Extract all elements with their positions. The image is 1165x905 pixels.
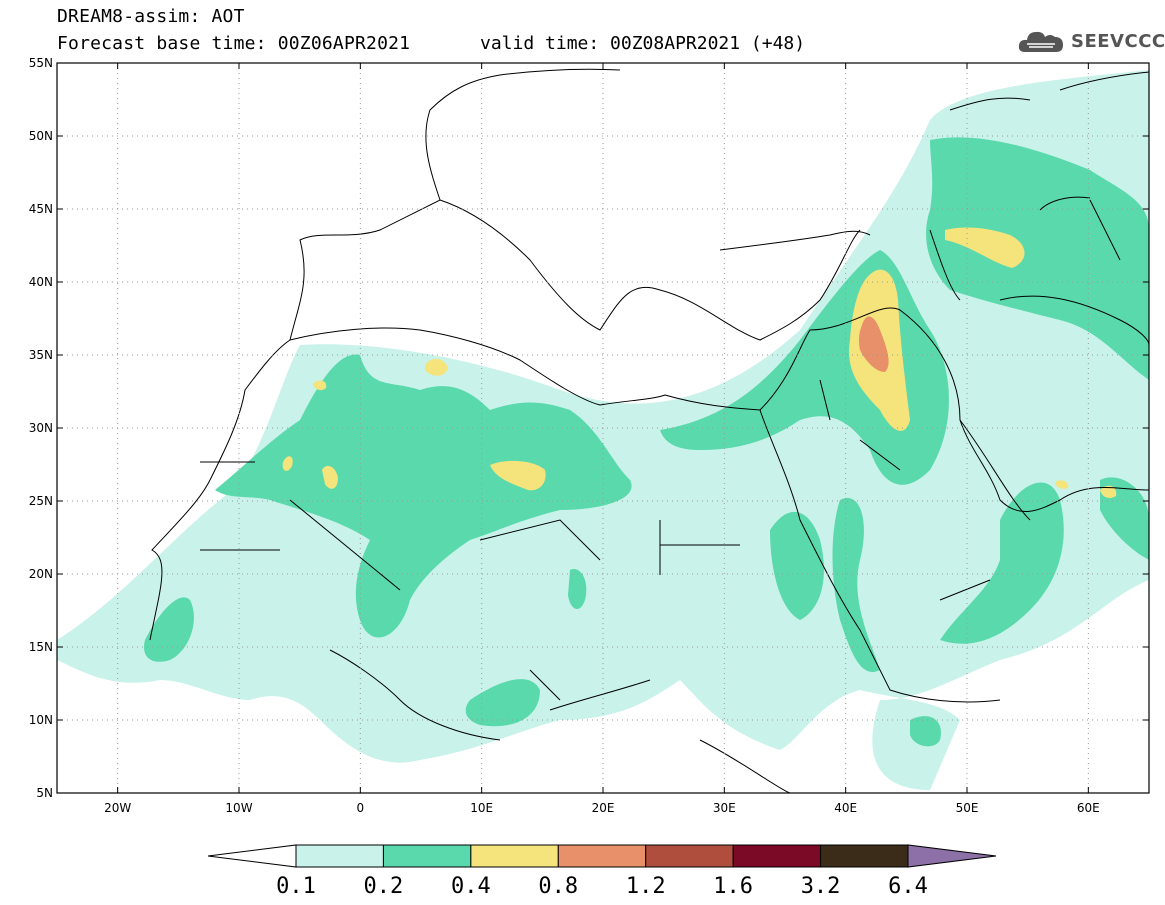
colorbar-swatch-1.6	[732, 844, 822, 868]
lon-label-30E: 30E	[713, 801, 736, 815]
lat-label-45N: 45N	[29, 202, 53, 216]
colorbar-min-arrow	[207, 844, 297, 868]
colorbar-swatch-0.4	[470, 844, 559, 868]
colorbar-swatch-0.1	[295, 844, 384, 868]
logo-text: SEEVCCC	[1071, 30, 1165, 52]
aot-colorbar: 0.1 0.2 0.4 0.8 1.2 1.6 3.2 6.4	[207, 844, 997, 899]
coastlines	[149, 68, 1149, 793]
lon-label-60E: 60E	[1077, 801, 1100, 815]
aot-level-0.8	[858, 316, 889, 372]
lat-label-55N: 55N	[29, 56, 53, 70]
lat-label-25N: 25N	[29, 494, 53, 508]
map-title: DREAM8-assim: AOT	[57, 6, 245, 27]
colorbar-label-1.2: 1.2	[626, 874, 666, 899]
longitude-axis: 20W 10W 0 10E 20E 30E 40E 50E 60E	[104, 63, 1100, 815]
colorbar-swatch-0.8	[557, 844, 647, 868]
lon-label-40E: 40E	[834, 801, 857, 815]
lon-label-20E: 20E	[592, 801, 615, 815]
colorbar-label-3.2: 3.2	[801, 874, 841, 899]
lon-label-50E: 50E	[956, 801, 979, 815]
lon-label-20W: 20W	[104, 801, 131, 815]
aot-field	[57, 70, 1149, 790]
lat-label-5N: 5N	[36, 786, 53, 800]
seevccc-logo: SEEVCCC	[1017, 26, 1165, 56]
aot-level-0.1	[57, 70, 1149, 790]
valid-time: valid time: 00Z08APR2021 (+48)	[480, 33, 806, 54]
lat-label-15N: 15N	[29, 640, 53, 654]
colorbar-label-0.2: 0.2	[364, 874, 404, 899]
forecast-base-time: Forecast base time: 00Z06APR2021	[57, 33, 411, 54]
lon-label-10E: 10E	[470, 801, 493, 815]
colorbar-label-1.6: 1.6	[713, 874, 753, 899]
colorbar-swatch-3.2	[820, 844, 909, 868]
lat-label-35N: 35N	[29, 348, 53, 362]
colorbar-label-0.4: 0.4	[451, 874, 491, 899]
colorbar-label-0.1: 0.1	[276, 874, 316, 899]
colorbar-label-6.4: 6.4	[888, 874, 928, 899]
lat-label-10N: 10N	[29, 713, 53, 727]
colorbar-swatch-1.2	[645, 844, 734, 868]
latitude-axis: 55N 50N 45N 40N 35N 30N 25N 20N 15N 10N 5N	[29, 56, 1149, 800]
colorbar-label-0.8: 0.8	[538, 874, 578, 899]
lon-label-10W: 10W	[225, 801, 252, 815]
cloud-icon	[1018, 31, 1063, 52]
lon-label-0: 0	[357, 801, 365, 815]
colorbar-swatch-0.2	[382, 844, 472, 868]
lat-label-30N: 30N	[29, 421, 53, 435]
lat-label-40N: 40N	[29, 275, 53, 289]
colorbar-max-arrow	[907, 844, 997, 868]
lat-label-20N: 20N	[29, 567, 53, 581]
lat-label-50N: 50N	[29, 129, 53, 143]
